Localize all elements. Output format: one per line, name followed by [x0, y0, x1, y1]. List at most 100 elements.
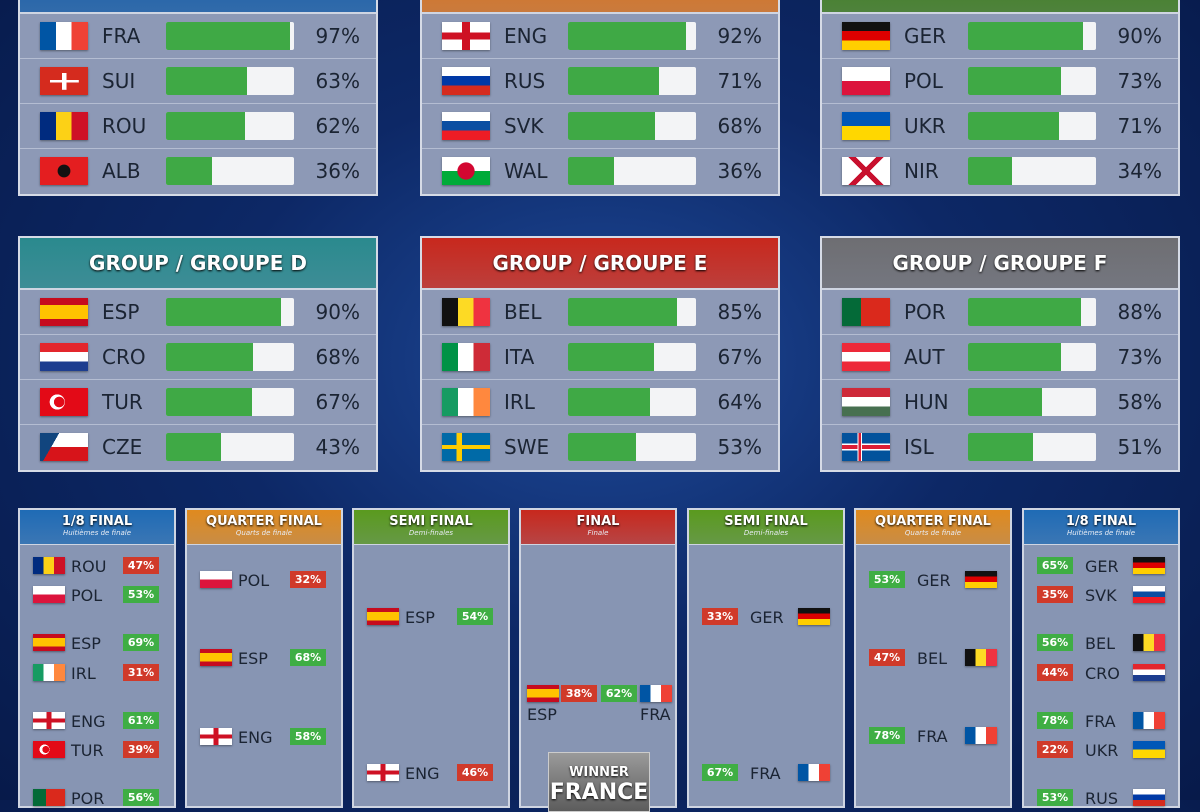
team-code: UKR	[904, 114, 946, 138]
group-team-row: AUT 73%	[822, 335, 1178, 380]
team-code: ROU	[71, 557, 107, 576]
flag-ger-icon	[1133, 557, 1165, 574]
flag-bel-icon	[442, 298, 490, 326]
flag-esp-icon	[33, 634, 65, 651]
qualification-bar-fill	[568, 67, 659, 95]
qualification-percent: 58%	[1117, 390, 1162, 414]
team-code: CRO	[102, 345, 146, 369]
team-code: ENG	[405, 764, 440, 783]
group-team-row: TUR 67%	[20, 380, 376, 425]
team-code: POL	[71, 586, 103, 605]
flag-fra-icon	[1133, 712, 1165, 729]
flag-swe-icon	[442, 433, 490, 461]
round-title: SEMI FINAL	[724, 514, 808, 529]
team-code: GER	[1085, 557, 1119, 576]
qualification-bar-fill	[166, 343, 254, 371]
flag-rus-icon	[1133, 789, 1165, 806]
qualification-bar	[568, 388, 696, 416]
qualification-bar	[568, 433, 696, 461]
team-code: TUR	[71, 741, 104, 760]
round-subtitle: Demi-finales	[408, 529, 454, 537]
qualification-bar	[166, 388, 294, 416]
team-code: ITA	[504, 345, 535, 369]
round-header: QUARTER FINAL Quarts de finale	[187, 510, 341, 545]
group-header: GROUP / GROUPE F	[822, 238, 1178, 290]
qualification-bar	[166, 157, 294, 185]
team-code: ESP	[71, 634, 101, 653]
round-subtitle: Huitièmes de finale	[62, 529, 132, 537]
group-panel: GER 90% POL 73% UKR 71% NIR 34%	[820, 0, 1180, 196]
win-probability-badge: 38%	[561, 685, 597, 702]
flag-eng-icon	[367, 764, 399, 781]
win-probability-badge: 54%	[457, 608, 493, 625]
qualification-bar-fill	[568, 298, 677, 326]
qualification-bar-fill	[166, 388, 252, 416]
qualification-bar	[166, 298, 294, 326]
qualification-bar-fill	[166, 157, 213, 185]
flag-alb-icon	[40, 157, 88, 185]
group-panel: FRA 97% SUI 63% ROU 62% ALB 36%	[18, 0, 378, 196]
group-panel: GROUP / GROUPE D ESP 90% CRO 68% TUR 67% CZE 43%	[18, 236, 378, 472]
qualification-bar-fill	[568, 157, 615, 185]
group-team-row: CZE 43%	[20, 425, 376, 470]
flag-cze-icon	[40, 433, 88, 461]
team-code: FRA	[1085, 712, 1116, 731]
flag-fra-icon	[640, 685, 672, 702]
win-probability-badge: 65%	[1037, 557, 1073, 574]
flag-svk-icon	[442, 112, 490, 140]
team-code: SVK	[504, 114, 544, 138]
qualification-bar-fill	[968, 67, 1062, 95]
flag-sui-icon	[40, 67, 88, 95]
qualification-percent: 62%	[315, 114, 360, 138]
team-code: FRA	[102, 24, 141, 48]
flag-tur-icon	[33, 741, 65, 758]
qualification-percent: 71%	[1117, 114, 1162, 138]
flag-pol-icon	[200, 571, 232, 588]
round-header: QUARTER FINAL Quarts de finale	[856, 510, 1010, 545]
group-team-row: ITA 67%	[422, 335, 778, 380]
qualification-percent: 92%	[717, 24, 762, 48]
group-team-row: CRO 68%	[20, 335, 376, 380]
round-title: SEMI FINAL	[389, 514, 473, 529]
team-code: BEL	[917, 649, 947, 668]
team-code: ENG	[71, 712, 106, 731]
round-column: 1/8 FINAL Huitièmes de finale	[18, 508, 176, 808]
qualification-percent: 53%	[717, 435, 762, 459]
team-code: ESP	[527, 705, 557, 724]
group-header	[822, 0, 1178, 14]
team-code: HUN	[904, 390, 949, 414]
round-subtitle: Quarts de finale	[904, 529, 962, 537]
qualification-percent: 64%	[717, 390, 762, 414]
qualification-percent: 67%	[717, 345, 762, 369]
round-header: 1/8 FINAL Huitièmes de finale	[1024, 510, 1178, 545]
win-probability-badge: 53%	[123, 586, 159, 603]
flag-eng-icon	[200, 728, 232, 745]
qualification-percent: 90%	[1117, 24, 1162, 48]
qualification-bar-fill	[166, 298, 282, 326]
group-team-row: WAL 36%	[422, 149, 778, 194]
qualification-bar-fill	[968, 298, 1081, 326]
win-probability-badge: 35%	[1037, 586, 1073, 603]
flag-wal-icon	[442, 157, 490, 185]
team-code: BEL	[1085, 634, 1115, 653]
team-code: ESP	[238, 649, 268, 668]
group-header: GROUP / GROUPE D	[20, 238, 376, 290]
group-header	[20, 0, 376, 14]
round-header: FINAL Finale	[521, 510, 675, 545]
group-team-row: POR 88%	[822, 290, 1178, 335]
win-probability-badge: 53%	[1037, 789, 1073, 806]
win-probability-badge: 56%	[1037, 634, 1073, 651]
team-code: POR	[904, 300, 946, 324]
group-team-row: ALB 36%	[20, 149, 376, 194]
team-code: ISL	[904, 435, 934, 459]
qualification-percent: 67%	[315, 390, 360, 414]
round-title: FINAL	[576, 514, 620, 529]
round-title: 1/8 FINAL	[1065, 514, 1137, 529]
team-code: AUT	[904, 345, 945, 369]
round-column: SEMI FINAL Demi-finales	[687, 508, 845, 808]
qualification-bar-fill	[568, 112, 656, 140]
group-team-row: IRL 64%	[422, 380, 778, 425]
qualification-bar-fill	[968, 112, 1059, 140]
win-probability-badge: 56%	[123, 789, 159, 806]
flag-fra-icon	[40, 22, 88, 50]
